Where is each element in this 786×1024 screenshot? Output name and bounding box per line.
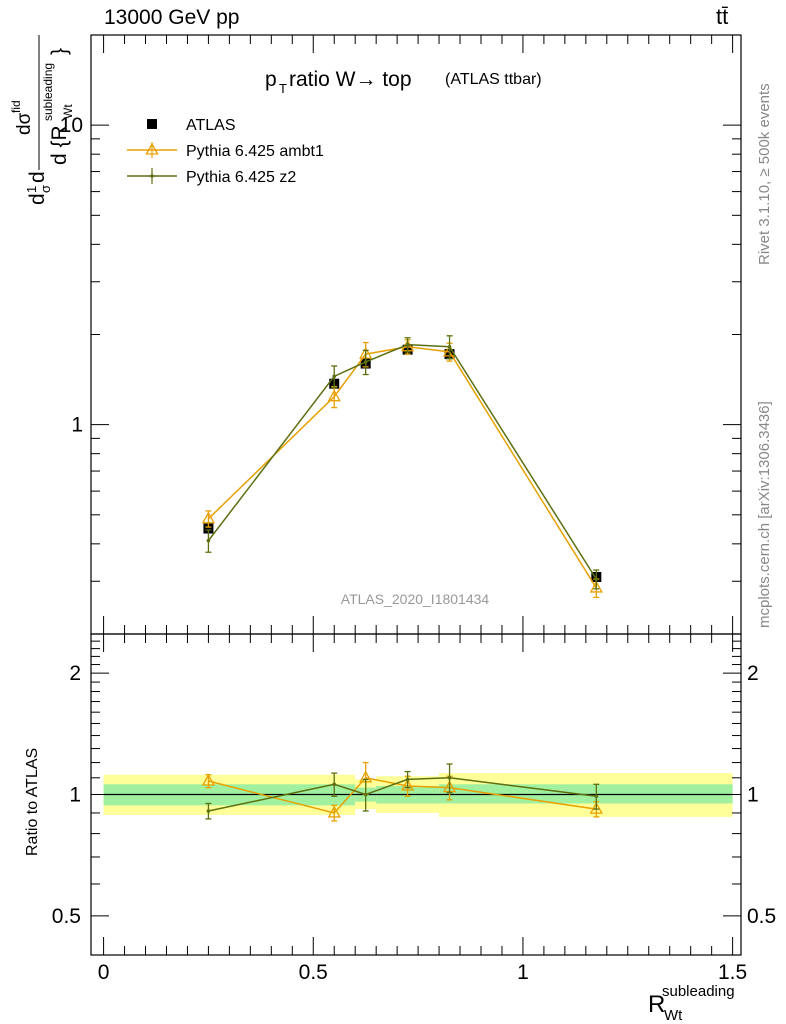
series-point	[363, 360, 368, 364]
ratio-point	[405, 777, 410, 782]
ratio-y-tick-label: 1	[69, 784, 81, 807]
y-label-fid: fid	[9, 100, 23, 113]
y-label-d1: d	[26, 193, 49, 205]
main-y-tick-label: 10	[60, 114, 83, 137]
main-series	[205, 335, 600, 590]
y-label-dR: d {R	[48, 125, 71, 165]
y-label-sup: subleading	[41, 63, 55, 121]
atlas-data-point	[203, 523, 214, 534]
legend-marker-dot	[150, 174, 154, 178]
ratio-point	[589, 801, 603, 814]
header-final-state: tt̄	[716, 4, 729, 29]
series-point	[201, 511, 216, 524]
title-ttbar: (ATLAS ttbar)	[445, 71, 542, 88]
y-label-brace: }	[48, 48, 71, 55]
x-tick-label: 1	[517, 961, 529, 984]
legend-marker-atlas	[147, 119, 157, 129]
y-label-Wt: Wt	[61, 104, 75, 119]
ratio-series-line	[208, 777, 597, 812]
series-point	[447, 344, 452, 349]
legend-label: Pythia 6.425 z2	[186, 169, 296, 186]
series-line	[207, 346, 597, 589]
title-sub-T: T	[279, 81, 287, 96]
ratio-point	[206, 809, 211, 813]
ratio-point	[401, 778, 415, 791]
ratio-y-axis-label: Ratio to ATLAS	[24, 748, 41, 856]
x-label-sub: Wt	[664, 1007, 683, 1024]
ratio-series-line	[208, 776, 597, 814]
x-tick-label: 0	[98, 961, 110, 984]
ratio-band-inner	[439, 784, 733, 804]
ratio-y-label-text: Ratio to ATLAS	[24, 748, 41, 856]
legend-marker-triangle	[145, 142, 159, 155]
x-tick-label: 1.5	[718, 961, 747, 984]
x-tick-label: 0.5	[299, 961, 328, 984]
main-y-tick-label: 1	[71, 414, 83, 437]
y-label-dsigma: dσ	[14, 112, 35, 135]
series-line	[207, 343, 597, 580]
ratio-y-tick-label-right: 1	[747, 784, 759, 807]
ratio-y-tick-label: 2	[69, 662, 81, 685]
series-point	[589, 580, 603, 593]
legend: ATLAS Pythia 6.425 ambt1 Pythia 6.425 z2	[127, 117, 324, 186]
title-ratio: ratio W→ top	[289, 68, 412, 91]
series-point	[405, 342, 410, 347]
ratio-point	[327, 805, 341, 818]
ratio-y-tick-label-right: 0.5	[747, 905, 776, 928]
title-p: p	[265, 68, 277, 91]
analysis-watermark: ATLAS_2020_I1801434	[341, 591, 490, 607]
legend-label: ATLAS	[186, 117, 236, 134]
ratio-y-tick-label: 0.5	[52, 905, 81, 928]
ratio-point	[363, 792, 368, 797]
legend-label: Pythia 6.425 ambt1	[186, 143, 324, 160]
series-point	[332, 374, 337, 379]
y-label-d2: d	[26, 171, 49, 183]
ratio-series	[205, 763, 600, 820]
main-y-ticks: 1 10	[60, 34, 741, 635]
header-process: 13000 GeV pp	[104, 6, 240, 29]
x-label-sup: subleading	[662, 983, 735, 1000]
y-label-sigma1: σ	[38, 185, 53, 193]
series-point	[594, 577, 599, 581]
ratio-y-tick-label-right: 2	[747, 662, 759, 685]
main-series	[203, 344, 602, 582]
x-label-R: R	[648, 991, 665, 1018]
ratio-y-ticks: 0.5 0.5 1 1 2 2	[52, 640, 776, 956]
series-point	[327, 389, 341, 402]
ratio-point	[447, 776, 452, 780]
ratio-point	[201, 773, 216, 786]
ratio-point	[332, 782, 337, 787]
x-ticks: 0 0.5 1 1.5	[98, 35, 747, 984]
series-point	[206, 538, 211, 543]
y-label-1: 1	[24, 186, 39, 193]
ratio-point	[594, 794, 599, 799]
